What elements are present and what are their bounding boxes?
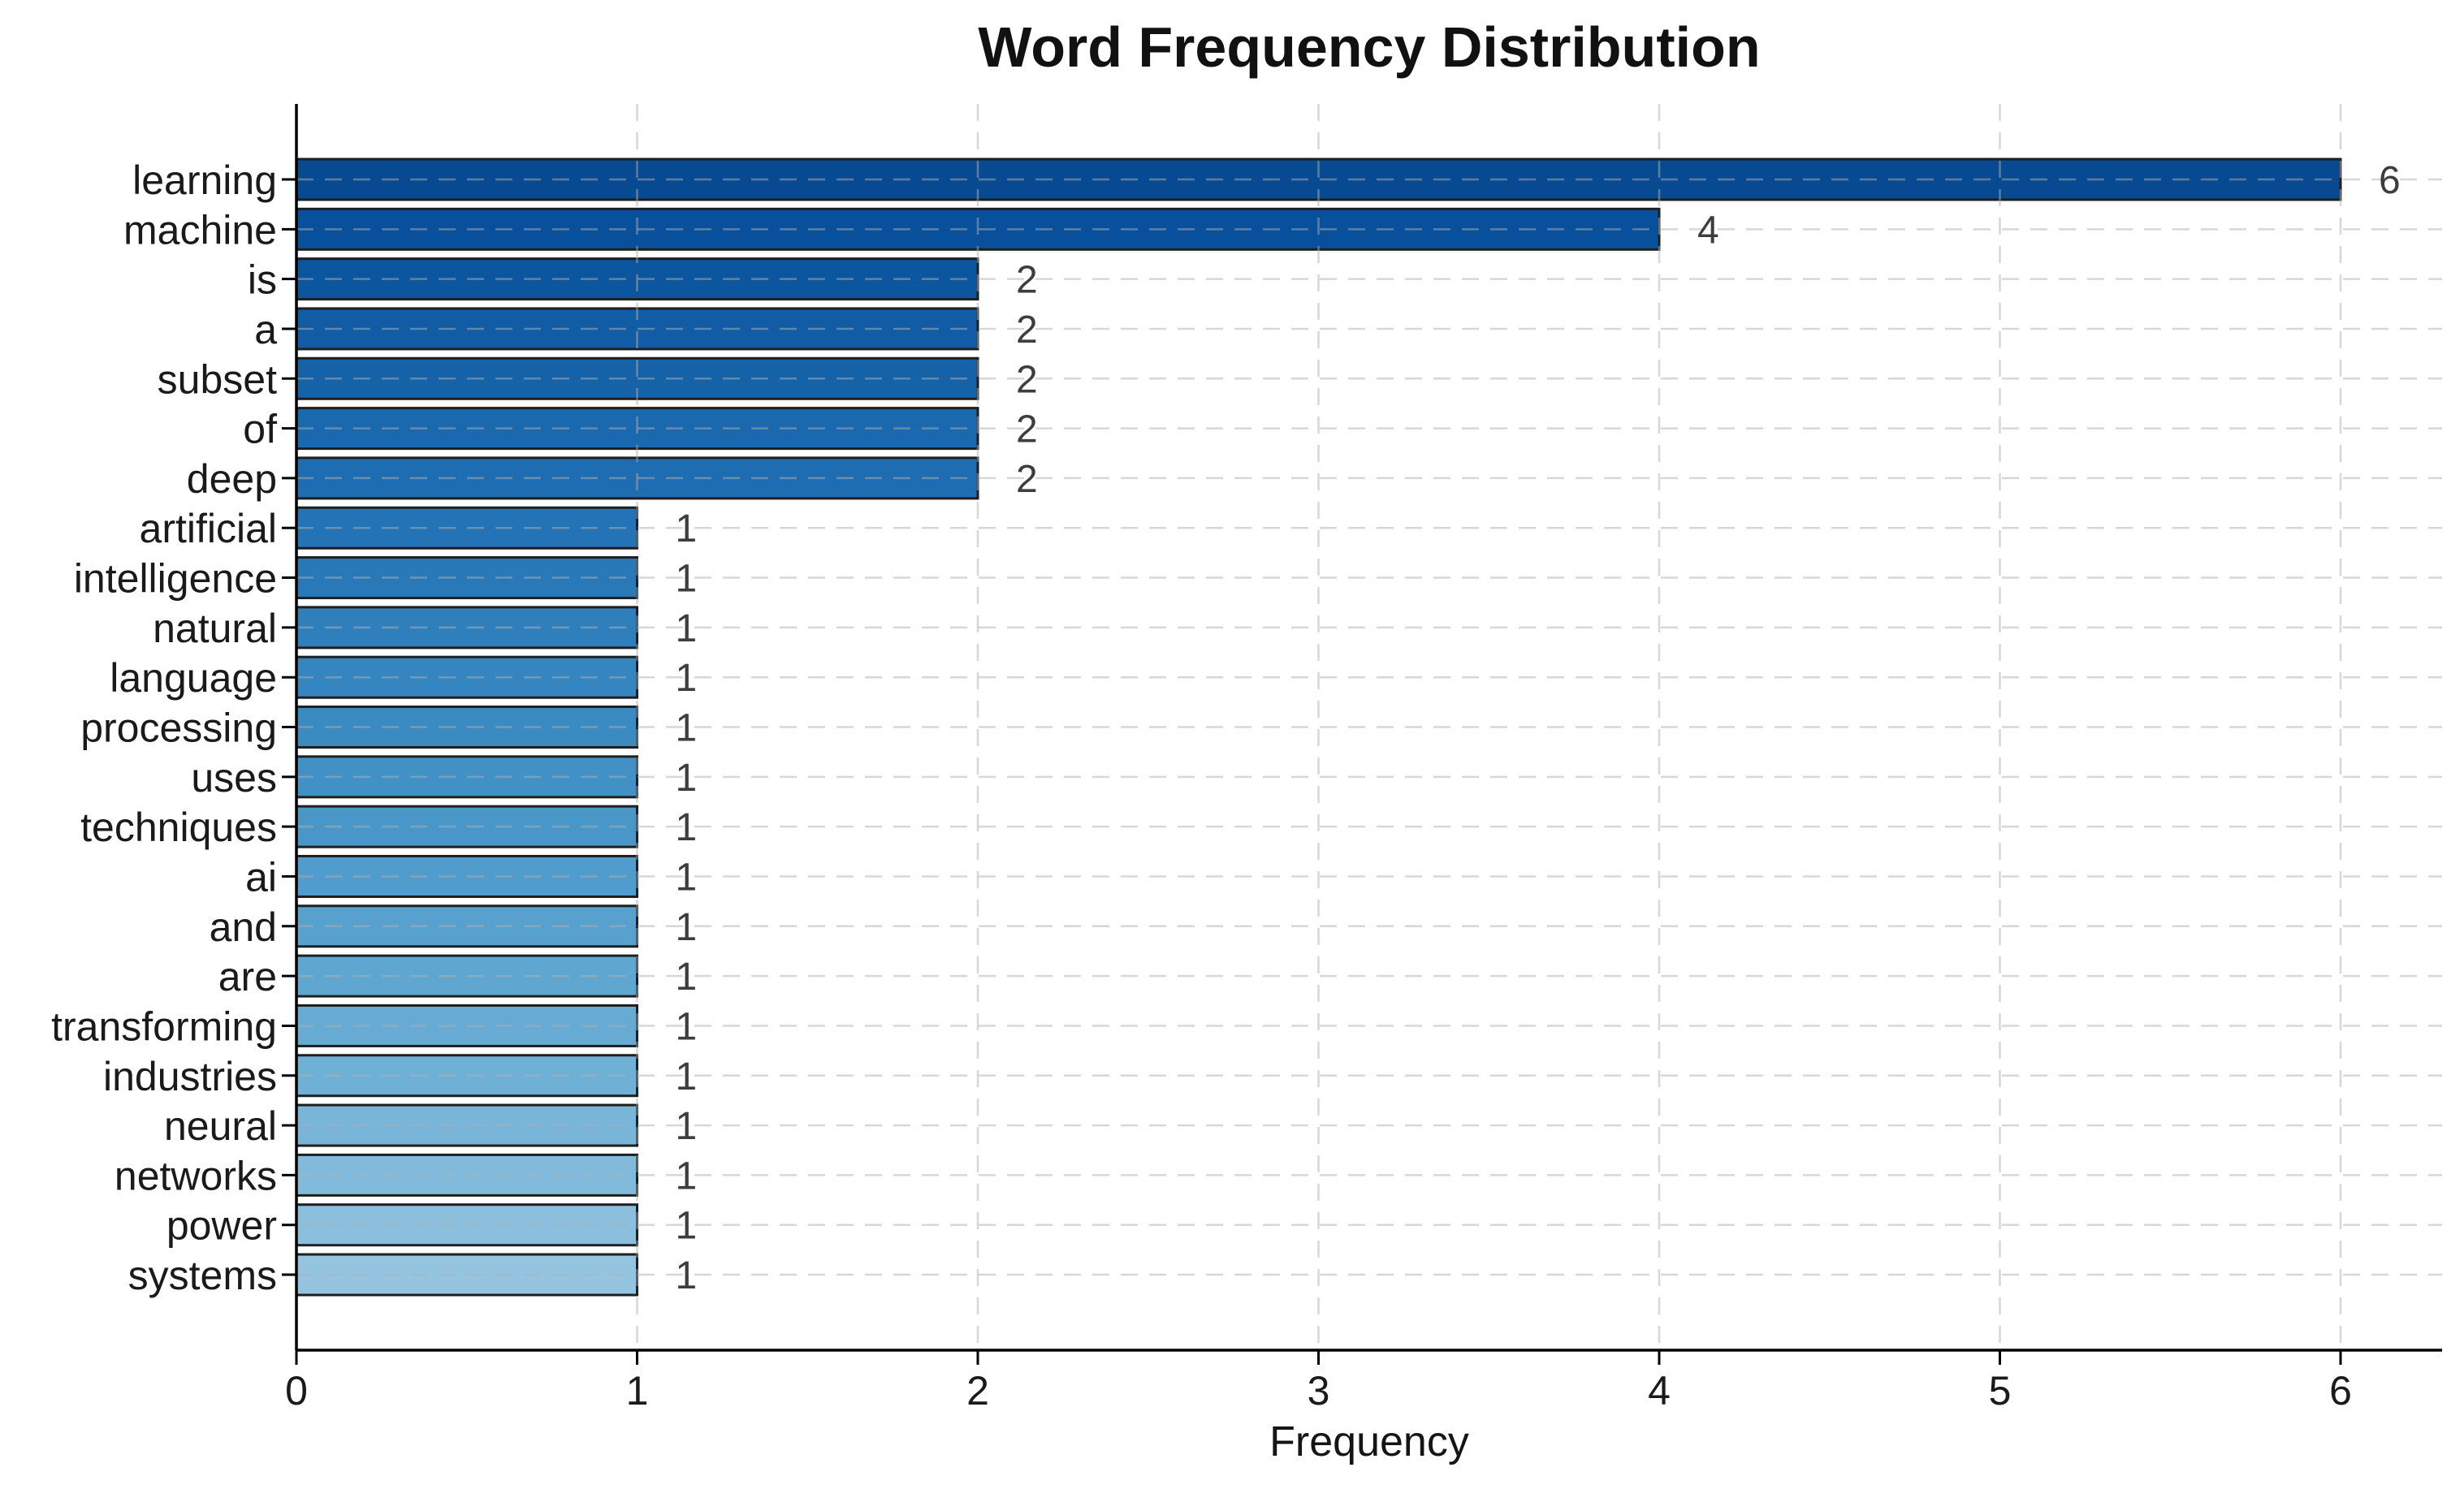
y-tick-label-uses: uses: [191, 755, 277, 801]
y-tick-label-techniques: techniques: [80, 805, 277, 850]
y-tick-label-power: power: [166, 1203, 277, 1249]
value-label-systems: 1: [676, 1254, 698, 1297]
value-label-industries: 1: [676, 1055, 698, 1098]
bar-systems: [295, 1253, 638, 1297]
y-tick-label-of: of: [243, 407, 277, 452]
value-label-networks: 1: [676, 1155, 698, 1198]
y-tick-label-machine: machine: [123, 207, 277, 252]
value-label-a: 2: [1016, 309, 1038, 352]
value-label-and: 1: [676, 906, 698, 949]
value-label-techniques: 1: [676, 806, 698, 849]
bar-processing: [295, 706, 638, 749]
bar-neural: [295, 1103, 638, 1147]
x-tick-label-1: 1: [626, 1368, 649, 1413]
value-label-deep: 2: [1016, 458, 1038, 501]
y-tick-label-and: and: [210, 904, 277, 950]
value-label-subset: 2: [1016, 358, 1038, 401]
value-label-neural: 1: [676, 1105, 698, 1148]
y-tick-label-transforming: transforming: [51, 1003, 277, 1049]
x-axis-label: Frequency: [1269, 1418, 1469, 1465]
bar-ai: [295, 854, 638, 898]
value-label-language: 1: [676, 657, 698, 700]
value-label-learning: 6: [2379, 159, 2401, 202]
bar-power: [295, 1203, 638, 1247]
value-label-intelligence: 1: [676, 558, 698, 601]
bar-networks: [295, 1153, 638, 1197]
y-tick-label-language: language: [110, 655, 277, 701]
value-label-ai: 1: [676, 856, 698, 899]
y-tick-label-systems: systems: [128, 1253, 277, 1298]
y-tick-label-neural: neural: [164, 1103, 277, 1149]
value-label-uses: 1: [676, 757, 698, 800]
chart-title: Word Frequency Distribution: [978, 15, 1760, 79]
value-label-of: 2: [1016, 408, 1038, 451]
x-tick-label-2: 2: [966, 1368, 989, 1413]
bar-techniques: [295, 805, 638, 848]
y-tick-label-networks: networks: [115, 1153, 277, 1198]
grid-layer: [296, 104, 2442, 1350]
y-tick-label-is: is: [248, 257, 277, 303]
y-tick-label-industries: industries: [103, 1054, 277, 1099]
y-tick-label-processing: processing: [80, 706, 277, 751]
x-tick-label-5: 5: [1989, 1368, 2012, 1413]
x-tick-label-6: 6: [2329, 1368, 2352, 1413]
y-tick-label-intelligence: intelligence: [74, 556, 277, 602]
value-label-machine: 4: [1697, 209, 1719, 252]
y-tick-label-are: are: [218, 954, 277, 999]
y-tick-label-deep: deep: [187, 456, 277, 502]
y-tick-label-subset: subset: [158, 356, 277, 402]
y-tick-label-a: a: [254, 307, 277, 352]
x-tick-label-4: 4: [1648, 1368, 1671, 1413]
bar-transforming: [295, 1003, 638, 1047]
x-tick-label-3: 3: [1308, 1368, 1330, 1413]
y-tick-label-artificial: artificial: [140, 506, 277, 551]
labels-layer: 0 1 2 3 4 5 6 learning 6 machine 4 is 2 a 2 subset 2 of 2 d…: [51, 158, 2401, 1413]
value-label-natural: 1: [676, 607, 698, 650]
bar-are: [295, 954, 638, 998]
value-label-processing: 1: [676, 707, 698, 750]
value-label-transforming: 1: [676, 1005, 698, 1048]
x-tick-label-0: 0: [285, 1368, 308, 1413]
value-label-are: 1: [676, 956, 698, 999]
value-label-artificial: 1: [676, 507, 698, 550]
axes-layer: [282, 104, 2442, 1365]
y-tick-label-ai: ai: [245, 854, 277, 900]
y-tick-label-learning: learning: [132, 158, 277, 203]
value-label-power: 1: [676, 1205, 698, 1248]
value-label-is: 2: [1016, 259, 1038, 302]
y-tick-label-natural: natural: [153, 606, 277, 651]
